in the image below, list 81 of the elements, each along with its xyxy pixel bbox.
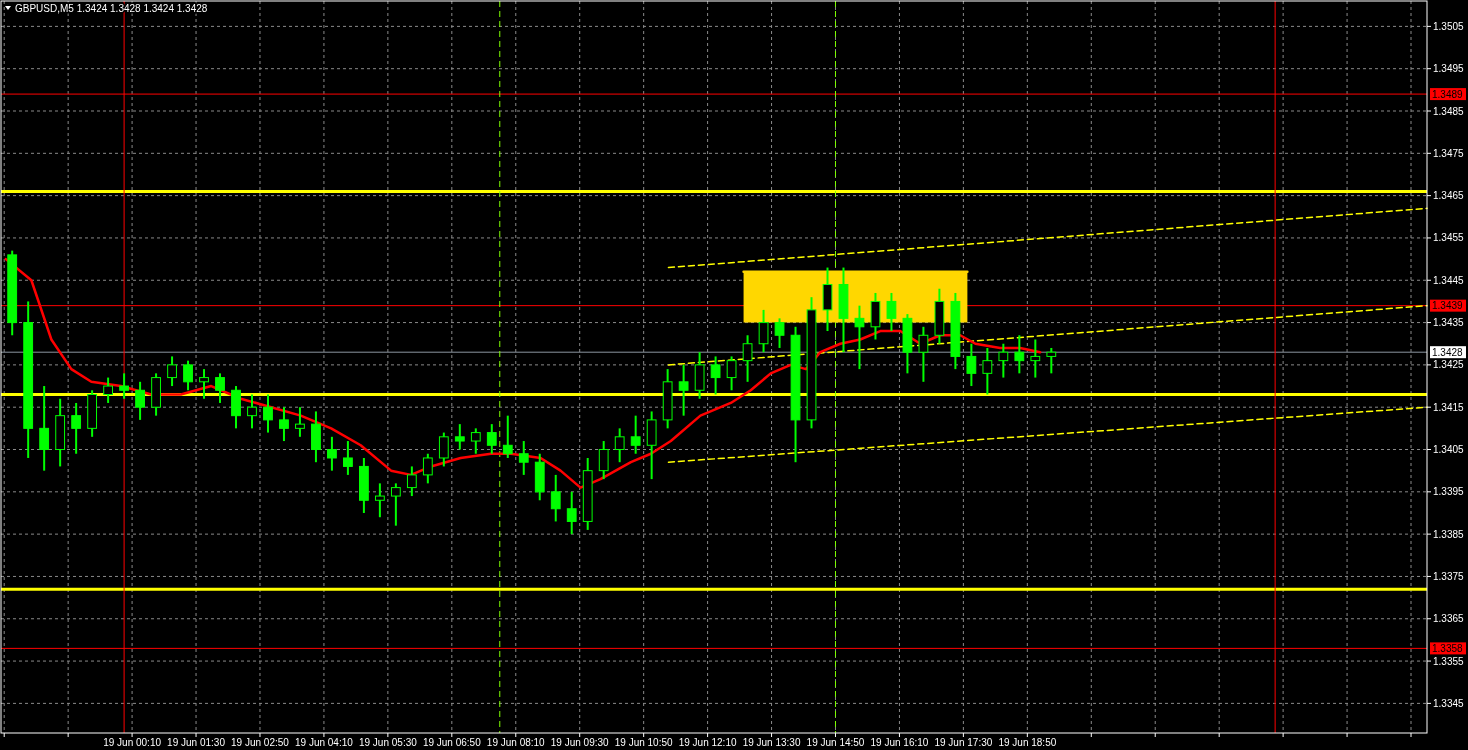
candlestick bbox=[854, 304, 865, 371]
candlestick bbox=[167, 355, 177, 388]
y-tick-label: 1.3455 bbox=[1433, 232, 1465, 244]
candlestick bbox=[406, 465, 417, 498]
y-tick-label: 1.3395 bbox=[1433, 486, 1465, 498]
x-tick-label: 19 Jun 01:30 bbox=[167, 737, 226, 748]
y-tick-label: 1.3385 bbox=[1433, 528, 1465, 540]
y-tick-label: 1.3485 bbox=[1433, 105, 1465, 117]
candlestick bbox=[774, 317, 785, 349]
candlestick bbox=[470, 427, 481, 455]
ref-line-label: 1.3489 bbox=[1432, 88, 1464, 100]
candlestick bbox=[119, 372, 129, 400]
candlestick bbox=[742, 334, 753, 383]
candlestick bbox=[550, 473, 561, 523]
candlestick bbox=[295, 406, 305, 438]
candlestick bbox=[918, 325, 929, 383]
x-tick-label: 19 Jun 13:30 bbox=[742, 737, 801, 748]
y-tick-label: 1.3465 bbox=[1433, 190, 1465, 202]
candlestick bbox=[1046, 346, 1057, 375]
y-tick-label: 1.3505 bbox=[1433, 20, 1465, 32]
x-tick-label: 19 Jun 17:30 bbox=[934, 737, 993, 748]
y-tick-label: 1.3425 bbox=[1433, 359, 1465, 371]
candlestick bbox=[374, 482, 385, 519]
ref-line-label: 1.3428 bbox=[1432, 346, 1464, 358]
candlestick bbox=[103, 376, 114, 404]
candlestick bbox=[215, 372, 225, 404]
y-tick-label: 1.3365 bbox=[1433, 613, 1465, 625]
ref-line-label: 1.3439 bbox=[1432, 300, 1464, 312]
candlestick bbox=[438, 431, 449, 468]
candlestick bbox=[390, 482, 401, 527]
y-tick-label: 1.3375 bbox=[1433, 570, 1465, 582]
candlestick bbox=[1014, 334, 1025, 375]
candlestick bbox=[1030, 338, 1041, 379]
x-tick-label: 19 Jun 14:50 bbox=[806, 737, 865, 748]
x-tick-label: 19 Jun 16:10 bbox=[870, 737, 929, 748]
y-tick-label: 1.3355 bbox=[1433, 655, 1465, 667]
y-tick-label: 1.3475 bbox=[1433, 147, 1465, 159]
candlestick bbox=[518, 440, 529, 476]
x-tick-label: 19 Jun 02:50 bbox=[231, 737, 290, 748]
candlestick bbox=[486, 423, 497, 455]
x-tick-label: 19 Jun 05:30 bbox=[358, 737, 418, 748]
candlestick bbox=[998, 342, 1009, 379]
candlestick bbox=[614, 427, 625, 464]
candlestick bbox=[199, 368, 209, 400]
candlestick bbox=[710, 355, 721, 396]
x-tick-label: 19 Jun 00:10 bbox=[103, 737, 162, 748]
y-tick-label: 1.3495 bbox=[1433, 63, 1465, 75]
candlestick bbox=[39, 385, 50, 472]
candlestick bbox=[263, 393, 273, 434]
y-tick-label: 1.3345 bbox=[1433, 697, 1465, 709]
y-tick-label: 1.3405 bbox=[1433, 444, 1465, 456]
x-tick-label: 19 Jun 08:10 bbox=[486, 737, 546, 748]
y-tick-label: 1.3415 bbox=[1433, 401, 1465, 413]
y-tick-label: 1.3445 bbox=[1433, 274, 1465, 286]
candlestick bbox=[758, 308, 769, 354]
candlestick bbox=[598, 440, 609, 481]
x-tick-label: 19 Jun 10:50 bbox=[614, 737, 674, 748]
candlestick bbox=[135, 380, 145, 421]
x-tick-label: 19 Jun 12:10 bbox=[678, 737, 737, 748]
candlestick bbox=[966, 342, 977, 388]
x-tick-label: 19 Jun 06:50 bbox=[422, 737, 482, 748]
candlestick bbox=[343, 440, 353, 476]
candlestick bbox=[279, 406, 289, 443]
y-tick-label: 1.3435 bbox=[1433, 317, 1465, 329]
x-tick-label: 19 Jun 04:10 bbox=[295, 737, 354, 748]
candlestick bbox=[454, 423, 465, 451]
candlestick bbox=[726, 355, 737, 392]
x-tick-label: 19 Jun 18:50 bbox=[998, 737, 1057, 748]
candlestick bbox=[502, 414, 513, 459]
candlestick bbox=[71, 401, 82, 455]
candlestick bbox=[678, 363, 689, 417]
candlestick bbox=[566, 490, 577, 536]
candlestick bbox=[247, 393, 257, 430]
candlestick bbox=[886, 291, 897, 333]
candlestick bbox=[982, 346, 993, 396]
candlestick bbox=[183, 359, 193, 392]
candlestick bbox=[422, 452, 433, 485]
candlestick bbox=[327, 435, 337, 472]
x-tick-label: 19 Jun 09:30 bbox=[550, 737, 610, 748]
ref-line-label: 1.3358 bbox=[1432, 642, 1464, 654]
candlestick bbox=[630, 414, 641, 455]
